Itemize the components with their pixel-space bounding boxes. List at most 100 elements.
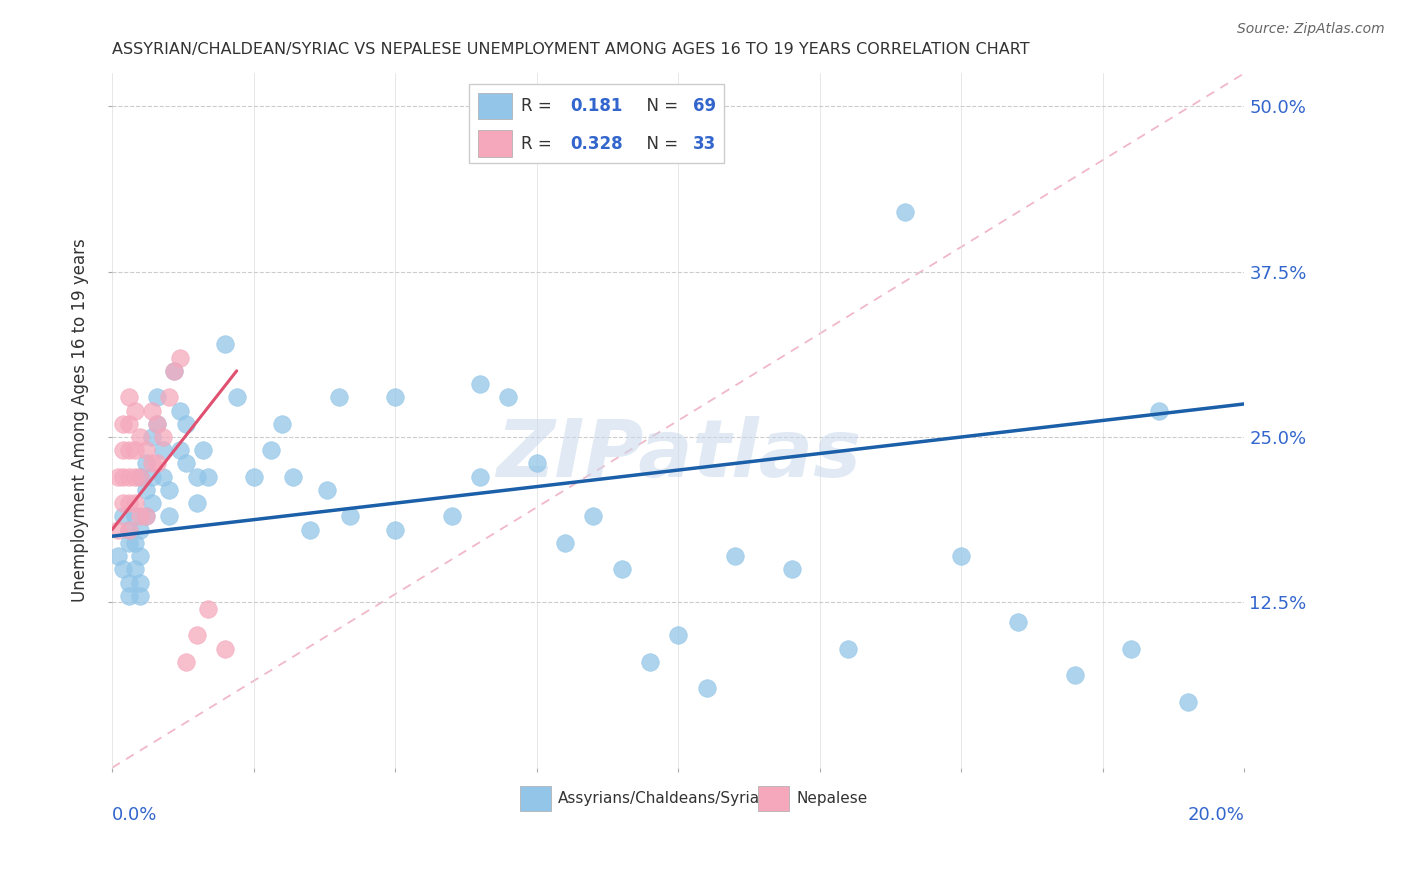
Point <box>118 523 141 537</box>
Text: ZIPatlas: ZIPatlas <box>496 417 860 494</box>
Point <box>118 443 141 458</box>
Point <box>118 469 141 483</box>
Text: Assyrians/Chaldeans/Syriacs: Assyrians/Chaldeans/Syriacs <box>558 791 778 806</box>
Point <box>129 430 152 444</box>
Point <box>146 417 169 431</box>
Point <box>124 509 146 524</box>
Point <box>186 496 208 510</box>
Point <box>468 469 491 483</box>
Point <box>107 549 129 563</box>
Point <box>129 469 152 483</box>
Point <box>328 390 350 404</box>
Point <box>893 205 915 219</box>
Point <box>610 562 633 576</box>
Point <box>129 549 152 563</box>
Point <box>118 589 141 603</box>
Point <box>146 390 169 404</box>
Point <box>316 483 339 497</box>
Point <box>498 390 520 404</box>
Point <box>141 457 163 471</box>
Point <box>118 496 141 510</box>
Point <box>118 417 141 431</box>
Point <box>135 443 157 458</box>
Point <box>141 403 163 417</box>
Point <box>169 351 191 365</box>
Text: 69: 69 <box>693 97 716 115</box>
Point <box>129 575 152 590</box>
Point <box>299 523 322 537</box>
Point <box>112 496 135 510</box>
Bar <box>758 787 789 811</box>
Text: R =: R = <box>520 135 557 153</box>
Point <box>107 523 129 537</box>
Point <box>124 403 146 417</box>
Text: 0.0%: 0.0% <box>112 805 157 824</box>
Point <box>174 417 197 431</box>
Point <box>118 523 141 537</box>
Point <box>214 337 236 351</box>
Point <box>146 417 169 431</box>
Point <box>1121 641 1143 656</box>
Text: 20.0%: 20.0% <box>1188 805 1244 824</box>
Point <box>112 562 135 576</box>
Point <box>141 496 163 510</box>
Point <box>124 536 146 550</box>
Text: ASSYRIAN/CHALDEAN/SYRIAC VS NEPALESE UNEMPLOYMENT AMONG AGES 16 TO 19 YEARS CORR: ASSYRIAN/CHALDEAN/SYRIAC VS NEPALESE UNE… <box>112 42 1029 57</box>
Point <box>118 536 141 550</box>
Point <box>135 483 157 497</box>
Point <box>135 509 157 524</box>
Point <box>157 483 180 497</box>
Point <box>118 390 141 404</box>
Point <box>186 628 208 642</box>
Point <box>157 390 180 404</box>
Point <box>1007 615 1029 630</box>
Point <box>135 457 157 471</box>
Point <box>107 469 129 483</box>
Text: N =: N = <box>637 135 683 153</box>
Y-axis label: Unemployment Among Ages 16 to 19 years: Unemployment Among Ages 16 to 19 years <box>72 238 89 602</box>
Text: 0.328: 0.328 <box>571 135 623 153</box>
Point <box>124 469 146 483</box>
Point <box>271 417 294 431</box>
Point <box>526 457 548 471</box>
Point <box>780 562 803 576</box>
Point <box>191 443 214 458</box>
Point <box>169 403 191 417</box>
Point <box>440 509 463 524</box>
Point <box>174 457 197 471</box>
Text: N =: N = <box>637 97 683 115</box>
Point <box>468 377 491 392</box>
Point <box>260 443 283 458</box>
Point <box>152 430 174 444</box>
Point <box>129 523 152 537</box>
Point <box>950 549 973 563</box>
Point <box>554 536 576 550</box>
Point <box>129 509 152 524</box>
Point <box>118 575 141 590</box>
Point <box>214 641 236 656</box>
FancyBboxPatch shape <box>468 84 724 163</box>
Point <box>666 628 689 642</box>
Text: 0.181: 0.181 <box>571 97 623 115</box>
Text: 33: 33 <box>693 135 716 153</box>
Point <box>112 469 135 483</box>
Point <box>152 469 174 483</box>
Point <box>283 469 305 483</box>
Point <box>186 469 208 483</box>
Point <box>1177 695 1199 709</box>
Point <box>124 496 146 510</box>
Point <box>724 549 747 563</box>
Point <box>135 509 157 524</box>
Point <box>638 655 661 669</box>
Bar <box>478 130 512 157</box>
Point <box>163 364 186 378</box>
Point <box>124 443 146 458</box>
Point <box>146 457 169 471</box>
Point <box>129 469 152 483</box>
Point <box>152 443 174 458</box>
Point <box>1063 668 1085 682</box>
Point <box>163 364 186 378</box>
Text: R =: R = <box>520 97 557 115</box>
Text: Nepalese: Nepalese <box>796 791 868 806</box>
Point <box>225 390 247 404</box>
